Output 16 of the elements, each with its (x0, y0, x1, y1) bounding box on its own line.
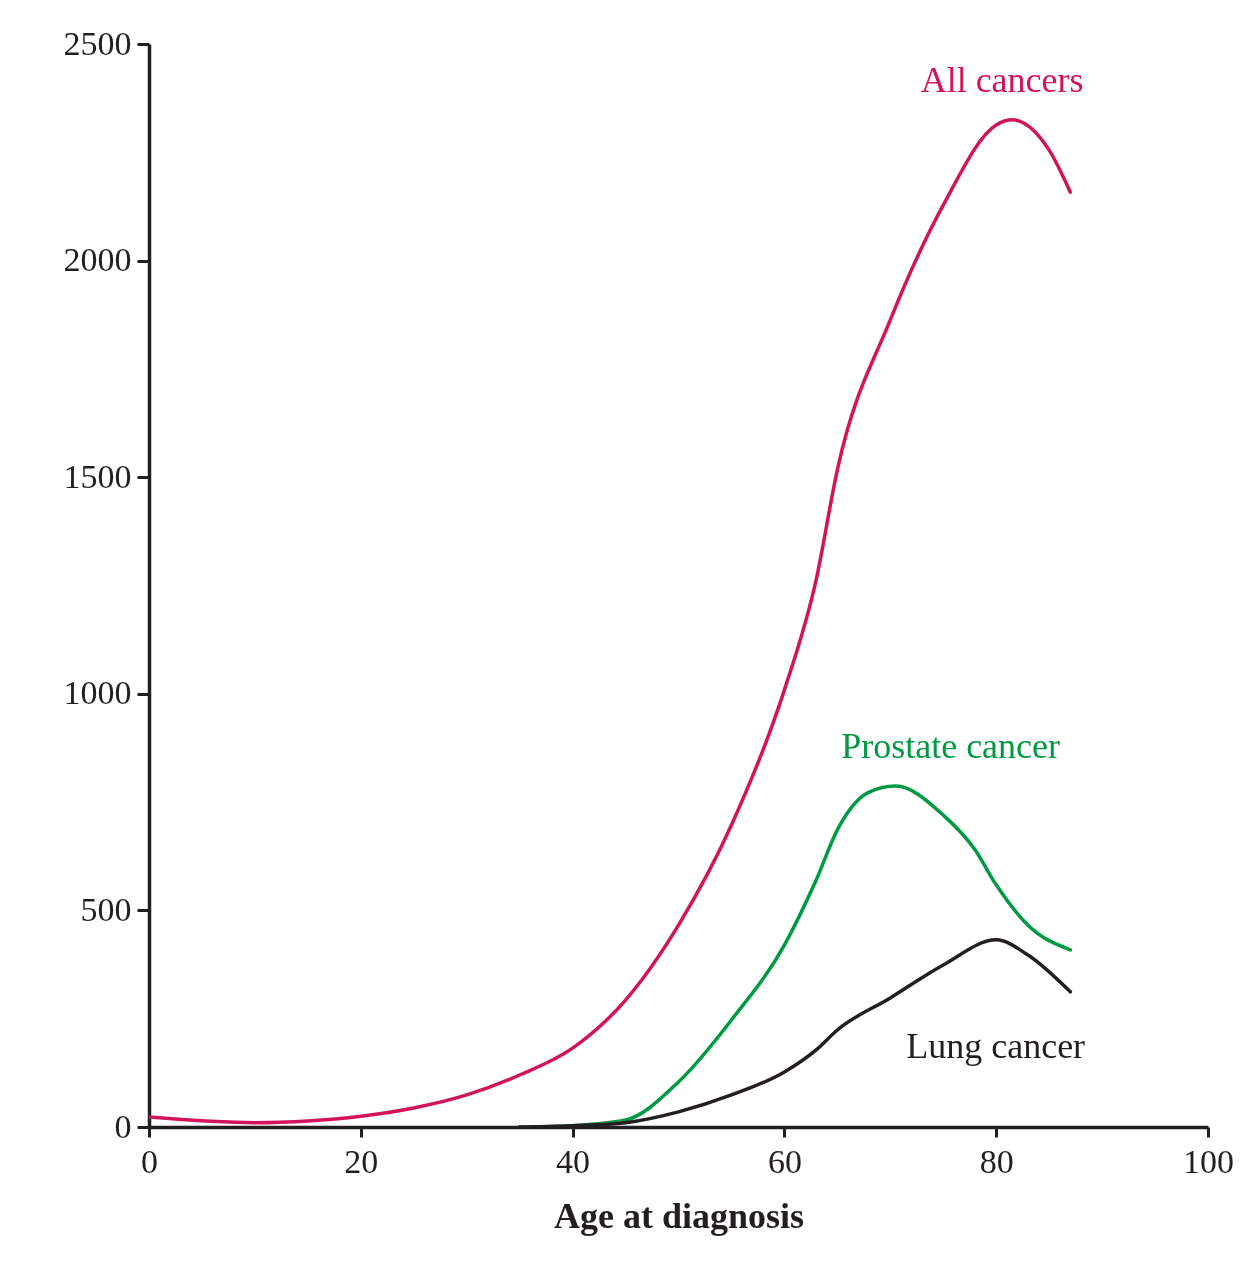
x-tick-label: 40 (556, 1142, 591, 1180)
x-tick-label: 0 (141, 1142, 158, 1180)
series-label: Prostate cancer (841, 726, 1061, 767)
y-tick-label: 2500 (63, 24, 132, 62)
x-axis-title: Age at diagnosis (553, 1195, 805, 1236)
series-label: Lung cancer (906, 1025, 1086, 1066)
series-label: All cancers (920, 59, 1084, 100)
x-tick-label: 60 (767, 1142, 802, 1180)
y-tick-label: 2000 (63, 241, 132, 279)
y-tick-label: 0 (114, 1107, 132, 1145)
y-tick-label: 1500 (63, 457, 132, 495)
x-tick-label: 100 (1183, 1142, 1234, 1180)
y-tick-label: 500 (80, 890, 132, 928)
y-tick-label: 1000 (63, 674, 132, 712)
x-tick-label: 20 (344, 1142, 379, 1180)
x-tick-label: 80 (979, 1142, 1014, 1180)
